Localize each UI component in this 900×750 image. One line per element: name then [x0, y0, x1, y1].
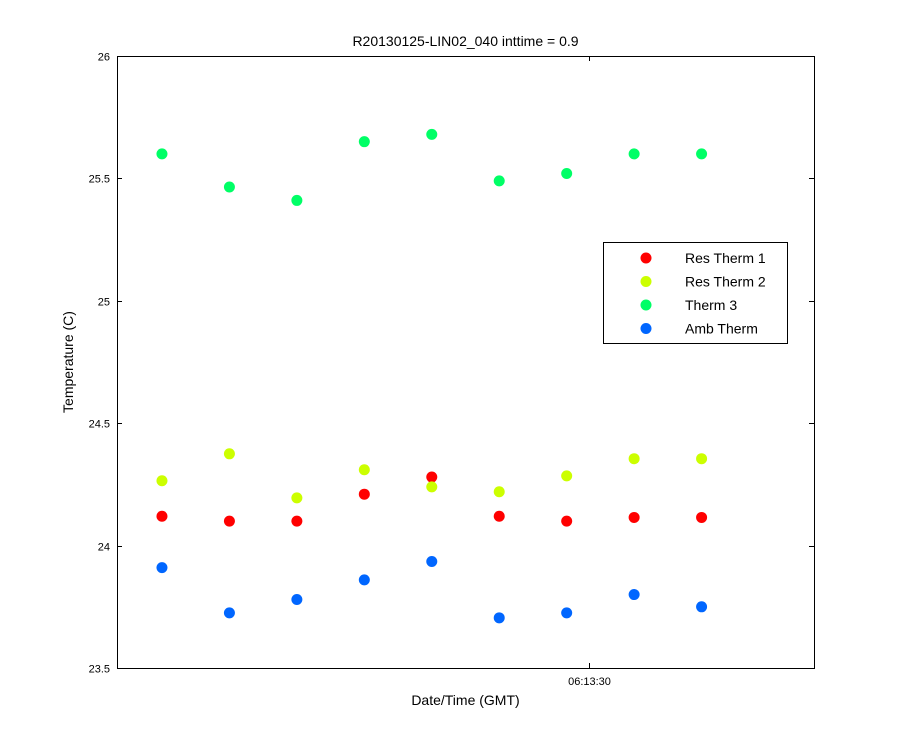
data-point [696, 511, 708, 523]
data-point [561, 607, 573, 619]
data-point [561, 168, 573, 180]
legend-label: Therm 3 [685, 297, 737, 313]
series-therm-3 [156, 128, 708, 206]
data-point [156, 562, 168, 574]
data-point [156, 148, 168, 160]
data-point [223, 181, 235, 193]
legend-label: Res Therm 1 [685, 250, 766, 266]
legend-marker [640, 299, 652, 311]
data-point [696, 148, 708, 160]
data-point [426, 128, 438, 140]
series-res-therm-1 [156, 471, 708, 527]
data-point [561, 515, 573, 527]
legend-label: Res Therm 2 [685, 274, 766, 290]
data-point [628, 453, 640, 465]
y-tick-label: 23.5 [89, 664, 110, 676]
x-axis-title: Date/Time (GMT) [411, 692, 519, 708]
legend: Res Therm 1 Res Therm 2 Therm 3 Amb Therm [603, 242, 788, 344]
x-tick-label: 06:13:30 [568, 676, 611, 688]
data-point [426, 556, 438, 568]
data-point [358, 464, 370, 476]
data-point [561, 470, 573, 482]
series-res-therm-2 [156, 448, 708, 504]
data-point [628, 148, 640, 160]
legend-box [603, 242, 788, 344]
y-axis-ticks: 23.5 24 24.5 25 25.5 26 [89, 52, 814, 676]
data-point [156, 475, 168, 487]
y-tick-label: 25.5 [89, 174, 110, 186]
data-point [493, 486, 505, 498]
data-points [156, 128, 708, 624]
legend-marker [640, 252, 652, 264]
data-point [358, 136, 370, 148]
legend-label: Amb Therm [685, 321, 758, 337]
plot-area-frame [117, 56, 815, 669]
data-point [426, 471, 438, 483]
x-axis-ticks: 06:13:30 [568, 56, 611, 688]
y-tick-label: 24 [98, 542, 110, 554]
data-point [291, 515, 303, 527]
data-point [358, 488, 370, 500]
data-point [223, 607, 235, 619]
legend-marker [640, 276, 652, 287]
y-tick-label: 24.5 [89, 419, 110, 431]
data-point [696, 453, 708, 465]
data-point [291, 492, 303, 504]
data-point [628, 511, 640, 523]
y-tick-label: 26 [98, 52, 110, 64]
y-axis-title: Temperature (C) [60, 311, 76, 413]
data-point [291, 194, 303, 206]
data-point [628, 589, 640, 601]
data-point [223, 448, 235, 460]
data-point [493, 175, 505, 187]
data-point [291, 593, 303, 605]
data-point [696, 601, 708, 613]
data-point [493, 612, 505, 624]
data-point [223, 515, 235, 527]
data-point [156, 510, 168, 522]
series-amb-therm [156, 556, 708, 624]
data-point [493, 510, 505, 522]
chart-title: R20130125-LIN02_040 inttime = 0.9 [352, 33, 578, 49]
data-point [426, 481, 438, 493]
y-tick-label: 25 [98, 297, 110, 309]
legend-marker [640, 323, 652, 334]
data-point [358, 574, 370, 586]
